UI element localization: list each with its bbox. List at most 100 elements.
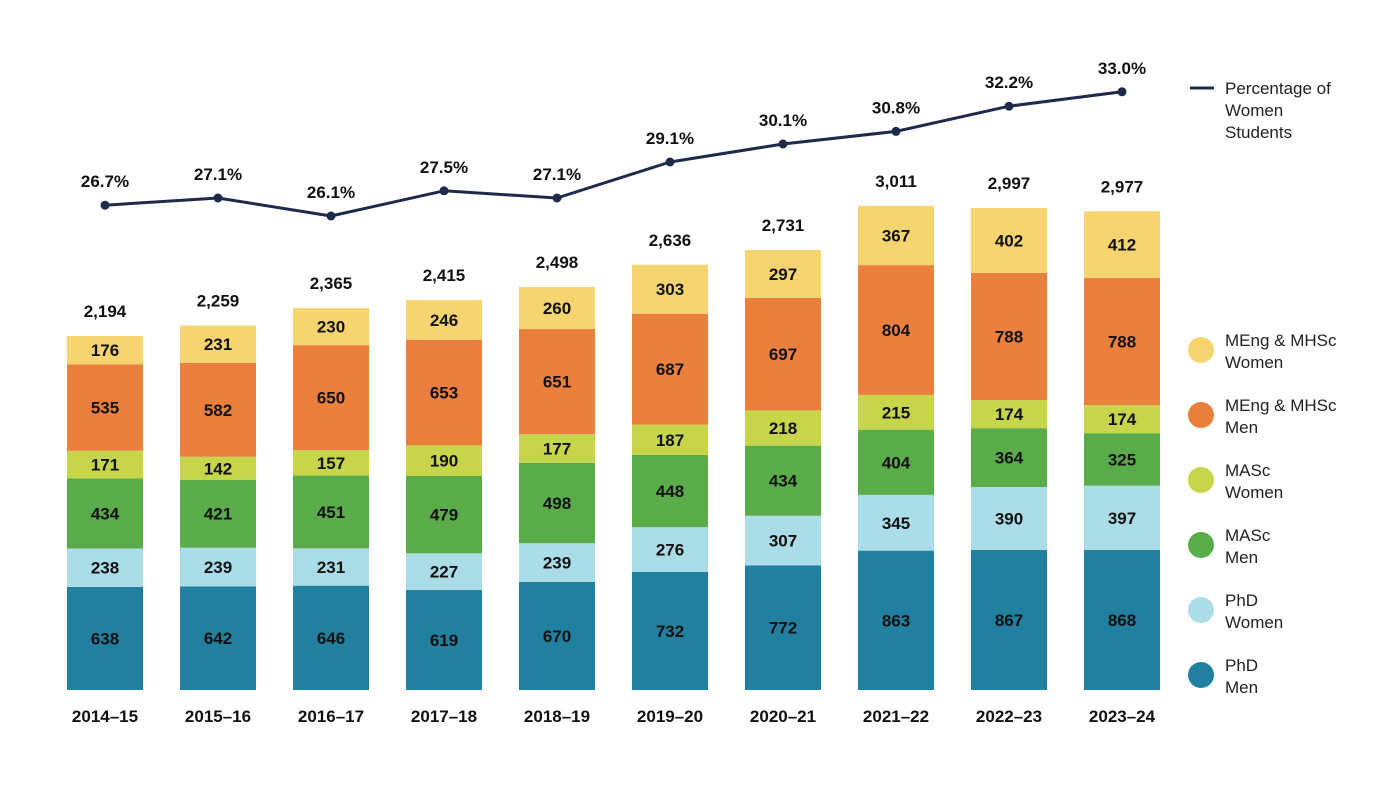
data-label-phd-women-2020–21: 307 (769, 532, 797, 551)
data-label-meng-mhsc-men-2020–21: 697 (769, 345, 797, 364)
bar-segment-phd-women-2021–22 (858, 494, 934, 551)
legend-label-line: MASc (1225, 526, 1271, 545)
bar-segment-masc-men-2023–24 (1084, 433, 1160, 486)
x-tick-label-2021–22: 2021–22 (863, 707, 929, 726)
data-label-phd-men-2020–21: 772 (769, 619, 797, 638)
data-label-meng-mhsc-men-2019–20: 687 (656, 360, 684, 379)
legend-label-line: Students (1225, 123, 1292, 142)
data-label-masc-men-2019–20: 448 (656, 482, 684, 501)
bar-segment-phd-men-2023–24 (1084, 549, 1160, 690)
legend-label-masc-women: MASc Women (1225, 461, 1283, 502)
data-label-masc-women-2019–20: 187 (656, 431, 684, 450)
bar-segment-phd-women-2015–16 (180, 547, 256, 587)
data-label-phd-women-2019–20: 276 (656, 540, 684, 559)
bar-segment-phd-women-2023–24 (1084, 485, 1160, 550)
bar-segment-masc-women-2023–24 (1084, 405, 1160, 434)
data-label-phd-women-2017–18: 227 (430, 563, 458, 582)
bar-segment-meng-mhsc-women-2020–21 (745, 249, 821, 298)
legend-label-line: MEng & MHSc (1225, 396, 1337, 415)
x-tick-label-2023–24: 2023–24 (1089, 707, 1156, 726)
line-point-2015–16 (213, 193, 223, 203)
percent-label-2020–21: 30.1% (759, 111, 807, 130)
legend-label-phd-women: PhD Women (1225, 591, 1283, 632)
legend-label-line: PhD (1225, 656, 1258, 675)
bar-segment-phd-women-2019–20 (632, 527, 708, 572)
line-point-2017–18 (439, 186, 449, 196)
bar-segment-meng-mhsc-men-2022–23 (971, 272, 1047, 401)
total-label-2021–22: 3,011 (875, 172, 917, 191)
data-label-masc-women-2014–15: 171 (91, 456, 119, 475)
data-label-phd-women-2018–19: 239 (543, 553, 571, 572)
total-label-2022–23: 2,997 (988, 174, 1031, 193)
total-label-2014–15: 2,194 (84, 302, 127, 321)
bar-segment-meng-mhsc-women-2023–24 (1084, 211, 1160, 278)
x-tick-label-2020–21: 2020–21 (750, 707, 816, 726)
data-label-phd-women-2015–16: 239 (204, 558, 232, 577)
bar-segment-masc-women-2014–15 (67, 450, 143, 479)
bar-segment-masc-women-2020–21 (745, 410, 821, 446)
line-point-2019–20 (665, 157, 675, 167)
data-label-phd-men-2014–15: 638 (91, 629, 119, 648)
total-label-2015–16: 2,259 (197, 291, 240, 310)
x-tick-label-2017–18: 2017–18 (411, 707, 477, 726)
data-label-masc-men-2020–21: 434 (769, 472, 798, 491)
data-label-meng-mhsc-women-2021–22: 367 (882, 226, 910, 245)
x-tick-label-2018–19: 2018–19 (524, 707, 590, 726)
total-label-2020–21: 2,731 (762, 216, 805, 235)
legend-swatch-meng-mhsc-men (1188, 402, 1214, 428)
legend-label-line: Men (1225, 548, 1258, 567)
legend-label-line: Women (1225, 101, 1283, 120)
bar-segment-masc-men-2014–15 (67, 478, 143, 549)
data-label-phd-women-2023–24: 397 (1108, 509, 1136, 528)
bar-segment-phd-men-2017–18 (406, 590, 482, 690)
percent-label-2023–24: 33.0% (1098, 59, 1146, 78)
bar-segment-masc-men-2021–22 (858, 429, 934, 495)
legend-swatch-masc-women (1188, 467, 1214, 493)
data-label-phd-women-2014–15: 238 (91, 559, 119, 578)
percent-label-2022–23: 32.2% (985, 73, 1033, 92)
x-tick-label-2019–20: 2019–20 (637, 707, 703, 726)
bar-segment-phd-men-2019–20 (632, 571, 708, 690)
percentage-line (104, 90, 1123, 218)
bar-segment-meng-mhsc-women-2015–16 (180, 325, 256, 363)
data-label-masc-men-2014–15: 434 (91, 504, 120, 523)
bar-segment-meng-mhsc-men-2021–22 (858, 265, 934, 395)
bars-layer: 638 238 434 171 535 176 2,194 642 239 421 142 582 23… (67, 172, 1160, 690)
percent-label-2017–18: 27.5% (420, 158, 468, 177)
data-label-phd-women-2022–23: 390 (995, 509, 1023, 528)
data-label-masc-women-2015–16: 142 (204, 459, 232, 478)
percentage-line-layer: 26.7% 27.1% 26.1% 27.5% 27.1% 29.1% 30.1% 30.8%… (81, 59, 1146, 221)
legend-label-meng-mhsc-women: MEng & MHSc Women (1225, 331, 1337, 372)
data-label-meng-mhsc-women-2016–17: 230 (317, 318, 345, 337)
total-label-2019–20: 2,636 (649, 231, 692, 250)
bar-segment-meng-mhsc-men-2017–18 (406, 339, 482, 446)
legend-label-line: Women (1225, 353, 1283, 372)
data-label-masc-women-2018–19: 177 (543, 439, 571, 458)
total-label-2018–19: 2,498 (536, 253, 579, 272)
data-label-masc-men-2017–18: 479 (430, 506, 458, 525)
legend-label-percentage-women: Percentage of Women Students (1225, 79, 1331, 142)
bar-segment-phd-men-2016–17 (293, 585, 369, 690)
bar-segment-meng-mhsc-women-2018–19 (519, 287, 595, 330)
legend-label-line: PhD (1225, 591, 1258, 610)
data-label-meng-mhsc-women-2022–23: 402 (995, 231, 1023, 250)
bar-segment-phd-men-2015–16 (180, 586, 256, 690)
data-label-masc-men-2018–19: 498 (543, 494, 571, 513)
line-point-2018–19 (552, 193, 562, 203)
legend-swatch-phd-women (1188, 597, 1214, 623)
bar-segment-phd-men-2021–22 (858, 550, 934, 690)
x-tick-label-2016–17: 2016–17 (298, 707, 364, 726)
bar-segment-masc-men-2016–17 (293, 475, 369, 549)
data-label-masc-women-2021–22: 215 (882, 403, 910, 422)
data-label-meng-mhsc-women-2017–18: 246 (430, 311, 458, 330)
bar-segment-meng-mhsc-men-2019–20 (632, 313, 708, 425)
bar-segment-phd-men-2018–19 (519, 581, 595, 690)
data-label-masc-men-2015–16: 421 (204, 505, 232, 524)
bar-segment-masc-women-2016–17 (293, 450, 369, 476)
data-label-phd-women-2016–17: 231 (317, 558, 345, 577)
legend-label-masc-men: MASc Men (1225, 526, 1271, 567)
bar-segment-phd-women-2020–21 (745, 515, 821, 566)
bar-segment-meng-mhsc-women-2017–18 (406, 300, 482, 340)
legend-label-phd-men: PhD Men (1225, 656, 1258, 697)
category-labels-layer: 2014–15 2015–16 2016–17 2017–18 2018–19 2019–… (72, 707, 1156, 726)
